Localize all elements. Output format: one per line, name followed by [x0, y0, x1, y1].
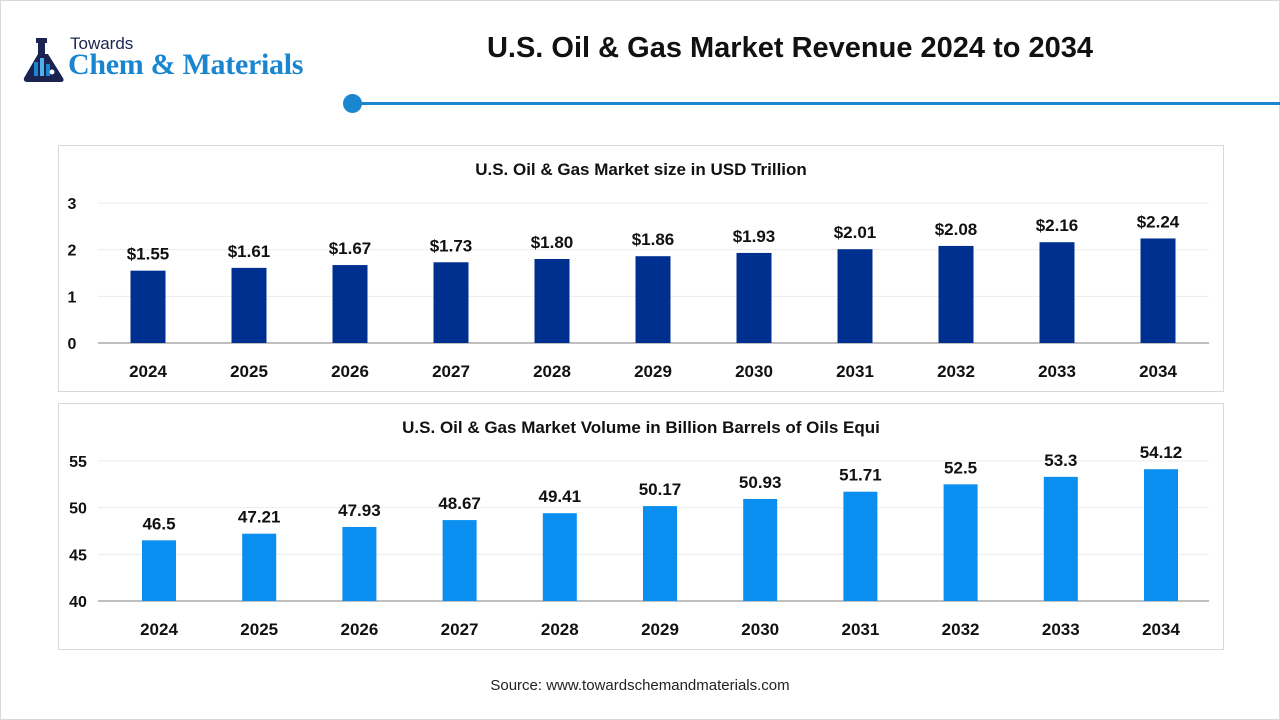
y-tick-label: 50	[69, 501, 87, 518]
bar-2032	[943, 484, 978, 601]
data-label: 49.41	[539, 487, 582, 506]
bar-2028	[534, 259, 570, 343]
bar-2031	[843, 491, 878, 601]
data-label: $1.67	[329, 239, 372, 258]
bar-2024	[130, 270, 166, 343]
data-label: $1.55	[127, 245, 170, 264]
bar-2024	[142, 540, 176, 601]
y-tick-label: 2	[68, 243, 77, 260]
source-note: Source: www.towardschemandmaterials.com	[490, 677, 790, 694]
x-tick-label: 2031	[841, 620, 879, 639]
revenue-chart-panel: U.S. Oil & Gas Market size in USD Trilli…	[58, 145, 1224, 392]
data-label: $2.24	[1137, 212, 1180, 231]
x-tick-label: 2025	[240, 620, 278, 639]
page-title: U.S. Oil & Gas Market Revenue 2024 to 20…	[486, 32, 1094, 64]
bar-2028	[542, 513, 577, 601]
data-label: 47.93	[338, 501, 381, 520]
y-tick-label: 40	[69, 594, 87, 611]
data-label: $1.73	[430, 236, 473, 255]
logo-text-towards: Towards	[70, 34, 134, 53]
y-tick-label: 45	[69, 547, 87, 564]
bar-2030	[736, 252, 772, 343]
x-tick-label: 2032	[942, 620, 980, 639]
data-label: $1.93	[733, 227, 776, 246]
data-label: $1.86	[632, 230, 675, 249]
logo: Towards Chem & Materials	[22, 34, 342, 86]
bar-2032	[938, 245, 974, 343]
bar-2025	[242, 533, 277, 601]
bar-2033	[1043, 476, 1078, 601]
data-label: 53.3	[1044, 451, 1077, 470]
x-tick-label: 2031	[836, 362, 874, 381]
y-tick-label: 55	[69, 454, 87, 471]
data-label: 46.5	[142, 514, 175, 533]
data-label: $1.80	[531, 233, 574, 252]
bar-2029	[635, 256, 671, 343]
x-tick-label: 2027	[441, 620, 479, 639]
x-tick-label: 2033	[1038, 362, 1076, 381]
x-tick-label: 2030	[741, 620, 779, 639]
volume-chart-panel: U.S. Oil & Gas Market Volume in Billion …	[58, 403, 1224, 650]
bar-2027	[442, 520, 477, 601]
x-tick-label: 2029	[634, 362, 672, 381]
bar-2030	[743, 498, 778, 601]
bar-2031	[837, 249, 873, 343]
x-tick-label: 2034	[1142, 620, 1180, 639]
bar-2026	[332, 265, 368, 343]
logo-text-brand: Chem & Materials	[68, 48, 304, 81]
y-tick-label: 3	[68, 196, 77, 213]
bar-2033	[1039, 242, 1075, 343]
data-label: $1.61	[228, 242, 271, 261]
x-tick-label: 2025	[230, 362, 268, 381]
revenue-chart: U.S. Oil & Gas Market size in USD Trilli…	[68, 160, 1209, 381]
y-tick-label: 0	[68, 336, 77, 353]
bar-2029	[643, 506, 677, 601]
data-label: 48.67	[438, 494, 481, 513]
data-label: $2.01	[834, 223, 877, 242]
flask-icon	[23, 38, 64, 82]
data-label: 50.17	[639, 480, 682, 499]
data-label: 50.93	[739, 473, 782, 492]
bar-2025	[231, 267, 267, 343]
x-tick-label: 2032	[937, 362, 975, 381]
x-tick-label: 2030	[735, 362, 773, 381]
data-label: 52.5	[944, 458, 977, 477]
y-tick-label: 1	[68, 289, 77, 306]
x-tick-label: 2034	[1139, 362, 1177, 381]
volume-chart: U.S. Oil & Gas Market Volume in Billion …	[69, 418, 1209, 639]
chart-title: U.S. Oil & Gas Market size in USD Trilli…	[475, 160, 807, 179]
x-tick-label: 2027	[432, 362, 470, 381]
x-tick-label: 2026	[340, 620, 378, 639]
bar-2027	[433, 262, 469, 343]
data-label: $2.08	[935, 220, 978, 239]
bar-2034	[1144, 469, 1178, 601]
x-tick-label: 2024	[129, 362, 167, 381]
x-tick-label: 2029	[641, 620, 679, 639]
x-tick-label: 2028	[533, 362, 571, 381]
title-accent-line	[352, 102, 1280, 105]
data-label: 54.12	[1140, 443, 1183, 462]
bar-2026	[342, 526, 377, 601]
title-accent-dot	[343, 94, 362, 113]
x-tick-label: 2033	[1042, 620, 1080, 639]
data-label: $2.16	[1036, 216, 1079, 235]
x-tick-label: 2024	[140, 620, 178, 639]
data-label: 51.71	[839, 466, 882, 485]
x-tick-label: 2026	[331, 362, 369, 381]
x-tick-label: 2028	[541, 620, 579, 639]
bar-2034	[1140, 238, 1176, 343]
data-label: 47.21	[238, 508, 281, 527]
chart-title: U.S. Oil & Gas Market Volume in Billion …	[402, 418, 880, 437]
